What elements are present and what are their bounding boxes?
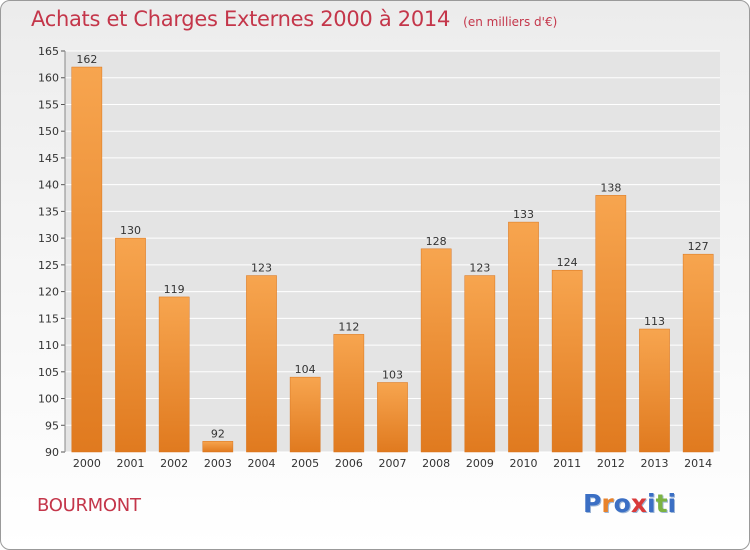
- x-tick-label-2001: 2001: [117, 457, 145, 470]
- proxiti-logo[interactable]: Proxiti: [583, 489, 676, 518]
- x-tick-label-2009: 2009: [466, 457, 494, 470]
- bar-2007: [377, 382, 408, 453]
- y-tick-label: 125: [38, 259, 59, 272]
- x-axis-ticks: 2000 2001 2002 2003 2004 2005 2006 2007 2008 2009…: [73, 457, 712, 470]
- data-label-2010: 133: [513, 208, 534, 221]
- x-tick-label-2010: 2010: [510, 457, 538, 470]
- x-tick-label-2008: 2008: [422, 457, 450, 470]
- place-name: BOURMONT: [37, 495, 141, 516]
- y-tick-label: 120: [38, 286, 59, 299]
- bar-2012: [595, 195, 627, 453]
- data-label-2002: 119: [164, 283, 185, 296]
- data-label-2001: 130: [120, 224, 141, 237]
- x-tick-label-2002: 2002: [160, 457, 188, 470]
- bar-2011: [551, 269, 583, 453]
- x-tick-label-2003: 2003: [204, 457, 232, 470]
- data-label-2006: 112: [338, 320, 359, 333]
- y-tick-label: 130: [38, 232, 59, 245]
- bar-2008: [420, 248, 452, 453]
- y-tick-label: 160: [38, 72, 59, 85]
- bar-2003: [202, 441, 234, 453]
- y-axis-ticks: 90 95 100 105 110 115 120 125 130 135 140 145 150 155…: [38, 45, 66, 459]
- data-label-2005: 104: [295, 363, 316, 376]
- data-label-2008: 128: [426, 235, 447, 248]
- x-tick-label-2004: 2004: [248, 457, 276, 470]
- data-label-2009: 123: [469, 262, 490, 275]
- y-tick-label: 95: [45, 419, 59, 432]
- data-label-2003: 92: [211, 427, 225, 440]
- y-tick-label: 100: [38, 393, 59, 406]
- bar-2010: [508, 221, 539, 453]
- logo-letter: i: [667, 489, 677, 518]
- logo-letter: t: [655, 489, 668, 518]
- data-label-2011: 124: [557, 256, 578, 269]
- data-label-2014: 127: [688, 240, 709, 253]
- chart-unit-note: (en milliers d'€): [463, 15, 558, 29]
- y-tick-label: 150: [38, 125, 59, 138]
- data-label-2012: 138: [600, 181, 621, 194]
- bar-2005: [289, 376, 321, 453]
- chart-title: Achats et Charges Externes 2000 à 2014: [31, 7, 451, 31]
- x-tick-label-2013: 2013: [641, 457, 669, 470]
- logo-letter: o: [613, 489, 631, 518]
- bar-2009: [464, 275, 496, 453]
- y-tick-label: 115: [38, 312, 59, 325]
- data-label-2007: 103: [382, 368, 403, 381]
- bar-2002: [158, 296, 190, 453]
- bar-2004: [246, 275, 277, 453]
- logo-letter: P: [583, 489, 602, 518]
- logo-letter: x: [630, 489, 647, 518]
- x-tick-label-2014: 2014: [684, 457, 712, 470]
- data-label-2000: 162: [76, 53, 97, 66]
- y-tick-label: 155: [38, 98, 59, 111]
- title-row: Achats et Charges Externes 2000 à 2014 (…: [31, 7, 557, 31]
- y-tick-label: 145: [38, 152, 59, 165]
- bar-2006: [333, 334, 365, 453]
- x-tick-label-2006: 2006: [335, 457, 363, 470]
- data-labels: 162 130 119 92 123 104 112 103 128 123 133 124 138 11…: [76, 53, 708, 440]
- bar-2000: [71, 66, 103, 453]
- bar-2013: [639, 328, 670, 453]
- x-tick-label-2005: 2005: [291, 457, 319, 470]
- logo-letter: r: [601, 489, 614, 518]
- y-tick-label: 90: [45, 446, 59, 459]
- y-tick-label: 140: [38, 179, 59, 192]
- y-tick-label: 110: [38, 339, 59, 352]
- x-tick-label-2007: 2007: [379, 457, 407, 470]
- y-tick-label: 105: [38, 366, 59, 379]
- logo-letter: i: [647, 489, 656, 518]
- bar-2014: [682, 253, 714, 453]
- x-tick-label-2011: 2011: [553, 457, 581, 470]
- data-label-2004: 123: [251, 262, 272, 275]
- x-tick-label-2000: 2000: [73, 457, 101, 470]
- y-tick-label: 165: [38, 45, 59, 58]
- bar-2001: [115, 237, 146, 453]
- y-tick-label: 135: [38, 205, 59, 218]
- bars: [71, 66, 714, 453]
- x-tick-label-2012: 2012: [597, 457, 625, 470]
- data-label-2013: 113: [644, 315, 665, 328]
